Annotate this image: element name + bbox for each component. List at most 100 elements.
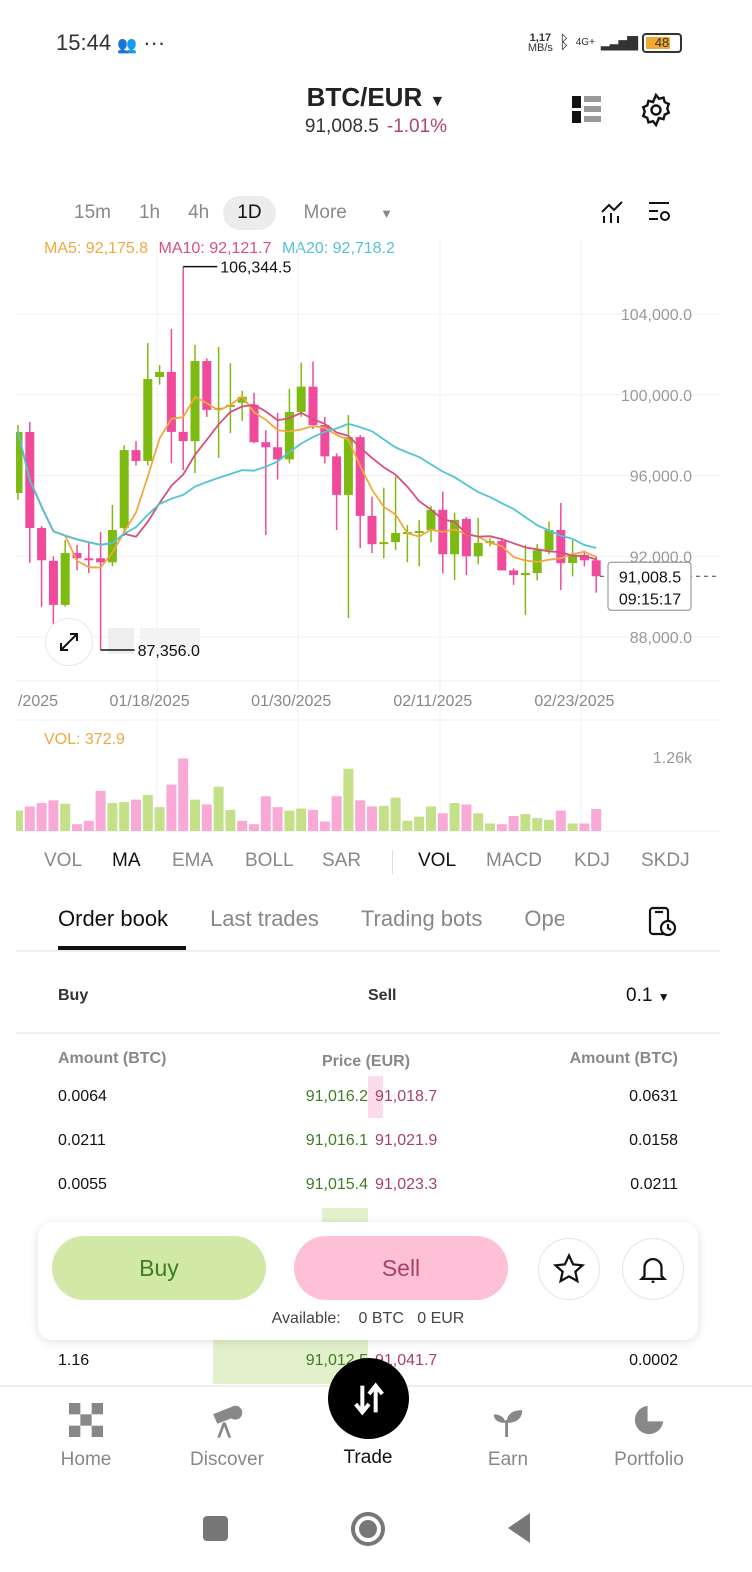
ind-sub-vol[interactable]: VOL bbox=[418, 850, 457, 871]
home-icon bbox=[69, 1403, 103, 1437]
volume-bar bbox=[355, 800, 366, 831]
tab-trading-bots[interactable]: Trading bots bbox=[360, 906, 483, 931]
ind-ma[interactable]: MA bbox=[112, 850, 141, 871]
volume-bar bbox=[367, 806, 377, 831]
candle-body bbox=[391, 533, 401, 543]
candle-body bbox=[166, 371, 176, 432]
candles bbox=[16, 266, 602, 831]
home-system-button[interactable] bbox=[351, 1512, 385, 1546]
orderbook-row[interactable]: 0.0055 91,015.4 91,023.3 0.0211 bbox=[58, 1176, 678, 1206]
volume-bar bbox=[579, 823, 590, 831]
pie-chart-icon bbox=[634, 1403, 666, 1435]
back-button[interactable] bbox=[508, 1513, 532, 1543]
favorite-button[interactable] bbox=[538, 1238, 600, 1300]
price-alert-button[interactable] bbox=[622, 1238, 684, 1300]
volume-bar bbox=[48, 800, 59, 831]
volume-bar bbox=[343, 768, 354, 831]
tab-open-orders[interactable]: Ope bbox=[524, 906, 565, 931]
precision-dropdown[interactable]: 0.1 ▼ bbox=[626, 985, 670, 1007]
ind-macd[interactable]: MACD bbox=[486, 850, 542, 871]
bell-icon bbox=[638, 1258, 668, 1283]
orderbook-row[interactable]: 0.0064 91,016.2 91,018.7 0.0631 bbox=[58, 1088, 678, 1118]
ma-legend: MA5: 92,175.8 MA10: 92,121.7 MA20: 92,71… bbox=[44, 240, 395, 258]
ind-boll[interactable]: BOLL bbox=[245, 850, 294, 871]
nav-portfolio[interactable]: Portfolio bbox=[589, 1403, 709, 1471]
sell-button[interactable]: Sell bbox=[294, 1236, 508, 1300]
pair-selector[interactable]: BTC/EUR ▼ bbox=[0, 82, 752, 113]
candle-body bbox=[284, 411, 294, 460]
bid-amount: 0.0211 bbox=[58, 1132, 106, 1149]
buy-button[interactable]: Buy bbox=[52, 1236, 266, 1300]
tab-1d[interactable]: 1D bbox=[223, 196, 276, 230]
ma5-value: MA5: 92,175.8 bbox=[44, 240, 149, 257]
view-buy-toggle[interactable]: Buy bbox=[58, 987, 89, 1004]
settings-gear-icon[interactable] bbox=[638, 92, 674, 128]
volume-bar bbox=[119, 802, 130, 831]
tab-1h[interactable]: 1h bbox=[138, 202, 161, 223]
ind-sar[interactable]: SAR bbox=[322, 850, 362, 871]
tab-last-trades[interactable]: Last trades bbox=[210, 906, 319, 931]
available-btc: 0 BTC bbox=[358, 1310, 404, 1327]
volume-bar bbox=[36, 803, 47, 831]
candle-body bbox=[96, 558, 106, 563]
candle-body bbox=[379, 542, 389, 545]
nav-trade-label[interactable]: Trade bbox=[343, 1447, 393, 1468]
ind-skdj[interactable]: SKDJ bbox=[641, 850, 690, 871]
bluetooth-icon: ᛒ bbox=[558, 32, 570, 52]
divider bbox=[16, 950, 720, 952]
ind-kdj[interactable]: KDJ bbox=[574, 850, 610, 871]
volume-bar bbox=[142, 794, 153, 831]
candle-body bbox=[131, 450, 141, 461]
candle-body bbox=[190, 361, 200, 442]
tab-15m[interactable]: 15m bbox=[74, 202, 111, 223]
volume-bar bbox=[107, 803, 118, 831]
nav-home[interactable]: Home bbox=[26, 1403, 146, 1471]
high-label: 106,344.5 bbox=[220, 260, 291, 277]
orderbook-row[interactable]: 0.0211 91,016.1 91,021.9 0.0158 bbox=[58, 1132, 678, 1162]
layout-toggle-icon[interactable] bbox=[572, 96, 602, 124]
view-sell-toggle[interactable]: Sell bbox=[368, 987, 397, 1004]
candle-body bbox=[261, 442, 271, 448]
divider bbox=[16, 1032, 720, 1034]
nav-label: Discover bbox=[190, 1449, 264, 1470]
tab-order-book[interactable]: Order book bbox=[58, 906, 169, 931]
more-icon: ··· bbox=[143, 30, 166, 55]
countdown-label: 09:15:17 bbox=[619, 591, 681, 608]
candle-body bbox=[579, 554, 589, 561]
candlestick-chart[interactable]: 104,000.0100,000.096,000.092,000.088,000… bbox=[0, 240, 752, 840]
expand-chart-button[interactable] bbox=[45, 618, 93, 666]
volume-bar bbox=[378, 805, 389, 831]
candle-body bbox=[143, 379, 153, 461]
price-summary: 91,008.5 -1.01% bbox=[0, 116, 752, 138]
available-eur: 0 EUR bbox=[417, 1310, 465, 1327]
last-price-box bbox=[607, 561, 692, 611]
volume-bar bbox=[272, 807, 283, 831]
ind-ema[interactable]: EMA bbox=[172, 850, 214, 871]
ind-vol[interactable]: VOL bbox=[44, 850, 83, 871]
candle-body bbox=[16, 431, 23, 493]
y-tick-label: 88,000.0 bbox=[630, 630, 692, 647]
chart-settings-icon[interactable] bbox=[647, 201, 673, 225]
y-tick-label: 96,000.0 bbox=[630, 469, 692, 486]
volume-bar bbox=[16, 810, 23, 831]
order-history-icon[interactable] bbox=[648, 906, 678, 938]
caret-down-icon: ▼ bbox=[429, 93, 446, 110]
candle-body bbox=[249, 404, 259, 443]
volume-bar bbox=[72, 824, 82, 831]
tab-4h[interactable]: 4h bbox=[188, 202, 210, 223]
recents-button[interactable] bbox=[203, 1516, 228, 1541]
candle-body bbox=[556, 530, 566, 564]
volume-bar bbox=[473, 813, 484, 831]
nav-trade-button[interactable] bbox=[328, 1358, 409, 1439]
status-icons: 1,17 MB/s ᛒ 4G+ ▂▃▅▇ 48 bbox=[528, 32, 682, 53]
volume-bar bbox=[485, 823, 495, 831]
candle-body bbox=[273, 447, 283, 460]
volume-bar bbox=[402, 820, 413, 831]
indicator-chart-icon[interactable] bbox=[600, 200, 626, 224]
volume-bar bbox=[426, 806, 436, 831]
clock: 15:44 bbox=[56, 30, 112, 55]
nav-discover[interactable]: Discover bbox=[167, 1403, 287, 1471]
nav-earn[interactable]: Earn bbox=[448, 1403, 568, 1471]
tab-more[interactable]: More ▼ bbox=[276, 196, 421, 230]
x-tick-label: /2025 bbox=[18, 693, 58, 710]
